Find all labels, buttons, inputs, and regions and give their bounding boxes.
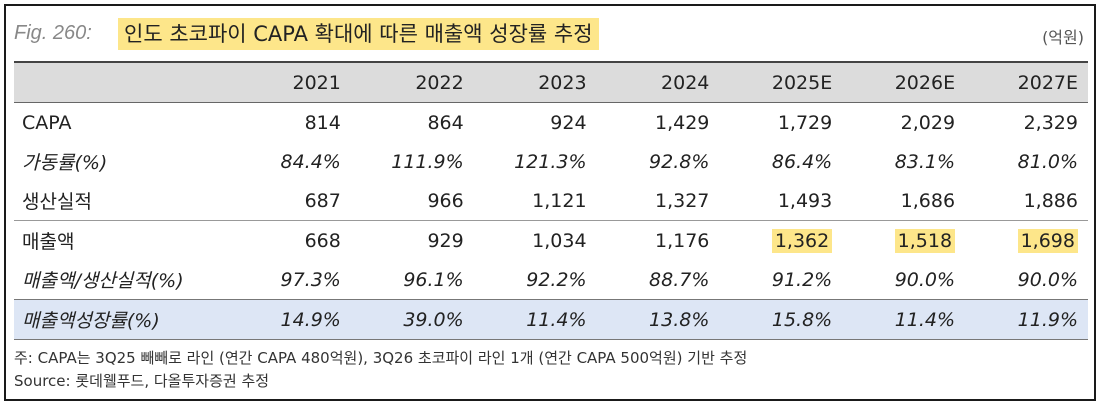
footnote: 주: CAPA는 3Q25 빼빼로 라인 (연간 CAPA 480억원), 3Q… — [14, 349, 748, 367]
table-cell: 96.1% — [403, 268, 464, 291]
table-cell: 929 — [350, 220, 474, 260]
table-cell: 924 — [550, 111, 587, 134]
table-cell: 92.8% — [649, 150, 710, 173]
row-label: 가동률(%) — [22, 152, 108, 174]
table-row-revenue-ratio: 매출액/생산실적(%) 97.3% 96.1% 92.2% 88.7% 91.2… — [14, 260, 1088, 300]
figure-label: Fig. 260: — [14, 22, 92, 44]
table-row-capa: CAPA 814 864 924 1,429 1,729 2,029 2,329 — [14, 103, 1088, 143]
table-cell: 2,029 — [900, 111, 956, 134]
table-cell: 83.1% — [894, 150, 956, 173]
table-cell: 1,034 — [473, 220, 597, 260]
highlighted-value: 1,518 — [894, 228, 956, 253]
table-cell: 88.7% — [649, 268, 710, 291]
table-cell: 1,518 — [842, 220, 966, 260]
column-header: 2026E — [894, 71, 956, 94]
data-table: 2021 2022 2023 2024 2025E 2026E 2027E CA… — [14, 61, 1088, 340]
row-label: 생산실적 — [22, 191, 92, 213]
table-cell: 864 — [427, 111, 464, 134]
highlighted-value: 1,362 — [771, 228, 833, 253]
table-cell: 97.3% — [280, 268, 341, 291]
table-cell: 2,329 — [1023, 111, 1078, 134]
table-cell: 687 — [304, 189, 341, 212]
row-label: CAPA — [22, 111, 72, 134]
figure-frame: Fig. 260: 인도 초코파이 CAPA 확대에 따른 매출액 성장률 추정… — [4, 4, 1096, 401]
table-cell: 1,686 — [900, 189, 956, 212]
row-label: 매출액 — [14, 220, 229, 260]
table-cell: 14.9% — [280, 308, 341, 331]
table-cell: 1,327 — [654, 189, 710, 212]
table-cell: 92.2% — [526, 268, 587, 291]
table-cell: 11.4% — [894, 308, 956, 331]
header-row: 2021 2022 2023 2024 2025E 2026E 2027E — [14, 62, 1088, 103]
table-cell: 121.3% — [514, 150, 587, 173]
table-cell: 111.9% — [391, 150, 464, 173]
table-cell: 1,493 — [777, 189, 833, 212]
row-label: 매출액성장률(%) — [22, 310, 160, 332]
table-cell: 91.2% — [771, 268, 833, 291]
table-cell: 90.0% — [1017, 268, 1078, 291]
table-cell: 84.4% — [280, 150, 341, 173]
table-row-production: 생산실적 687 966 1,121 1,327 1,493 1,686 1,8… — [14, 181, 1088, 221]
table-cell: 668 — [228, 220, 351, 260]
table-cell: 1,698 — [965, 220, 1088, 260]
figure-header: Fig. 260: 인도 초코파이 CAPA 확대에 따른 매출액 성장률 추정… — [14, 18, 1088, 52]
table-cell: 86.4% — [771, 150, 833, 173]
table-cell: 11.4% — [526, 308, 587, 331]
row-label: 매출액/생산실적(%) — [22, 270, 184, 292]
table-cell: 1,886 — [1023, 189, 1078, 212]
table-cell: 11.9% — [1017, 308, 1078, 331]
table-cell: 1,362 — [719, 220, 843, 260]
table-row-revenue-growth: 매출액성장률(%) 14.9% 39.0% 11.4% 13.8% 15.8% … — [14, 299, 1088, 340]
column-header: 2023 — [538, 71, 587, 94]
table-cell: 1,429 — [654, 111, 710, 134]
table-cell: 90.0% — [894, 268, 956, 291]
table-row-utilization: 가동률(%) 84.4% 111.9% 121.3% 92.8% 86.4% 8… — [14, 142, 1088, 181]
table-cell: 15.8% — [771, 308, 833, 331]
notes: 주: CAPA는 3Q25 빼빼로 라인 (연간 CAPA 480억원), 3Q… — [14, 347, 747, 393]
figure-title: 인도 초코파이 CAPA 확대에 따른 매출액 성장률 추정 — [118, 18, 599, 50]
header-empty-cell — [14, 62, 228, 103]
highlighted-value: 1,698 — [1017, 228, 1078, 253]
table-cell: 81.0% — [1017, 150, 1078, 173]
column-header: 2022 — [415, 71, 464, 94]
table-cell: 966 — [427, 189, 464, 212]
table-cell: 1,729 — [777, 111, 833, 134]
column-header: 2025E — [771, 71, 833, 94]
column-header: 2021 — [292, 71, 341, 94]
column-header: 2024 — [661, 71, 710, 94]
column-header: 2027E — [1017, 71, 1078, 94]
table-cell: 814 — [304, 111, 341, 134]
table-cell: 39.0% — [403, 308, 464, 331]
unit-label: (억원) — [1042, 28, 1084, 47]
table-cell: 13.8% — [649, 308, 710, 331]
table-cell: 1,121 — [532, 189, 587, 212]
source-line: Source: 롯데웰푸드, 다올투자증권 추정 — [14, 372, 270, 390]
table-cell: 1,176 — [596, 220, 720, 260]
table-row-revenue: 매출액 668 929 1,034 1,176 1,362 1,518 1,69… — [14, 220, 1088, 260]
